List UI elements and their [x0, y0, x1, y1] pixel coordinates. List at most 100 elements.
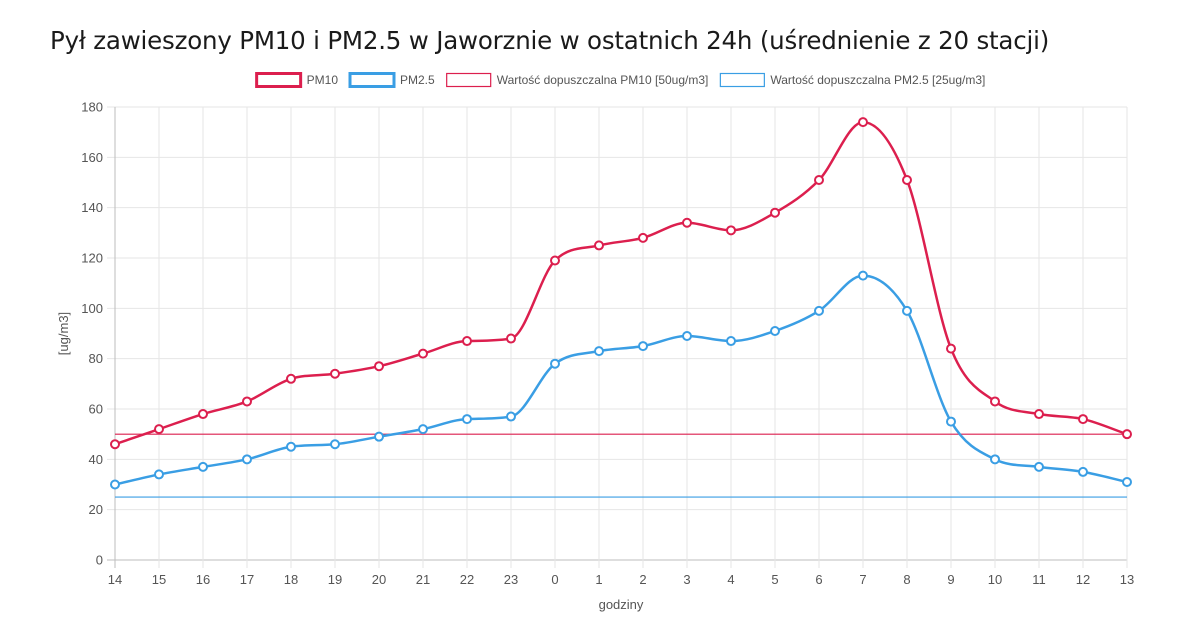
x-tick-label: 6 — [815, 572, 822, 587]
x-tick-label: 22 — [460, 572, 474, 587]
data-point-0 — [110, 439, 120, 450]
data-point-0 — [770, 207, 780, 218]
data-point-0 — [374, 361, 384, 372]
chart-series — [110, 117, 1132, 498]
data-point-0 — [594, 240, 604, 251]
data-point-0 — [242, 396, 252, 407]
data-point-1 — [990, 454, 1000, 465]
x-tick-label: 19 — [328, 572, 342, 587]
y-tick-label: 40 — [89, 452, 103, 467]
data-point-1 — [1122, 476, 1132, 487]
data-point-1 — [242, 454, 252, 465]
data-point-0 — [902, 174, 912, 185]
data-point-0 — [330, 368, 340, 379]
data-point-0 — [1122, 429, 1132, 440]
data-point-1 — [594, 346, 604, 357]
data-point-0 — [418, 348, 428, 359]
data-point-1 — [462, 414, 472, 425]
series-line-0 — [114, 120, 1128, 446]
x-tick-label: 17 — [240, 572, 254, 587]
x-tick-label: 23 — [504, 572, 518, 587]
legend-swatch-0 — [255, 72, 303, 88]
data-point-0 — [946, 343, 956, 354]
data-point-1 — [374, 431, 384, 442]
y-tick-label: 100 — [81, 301, 103, 316]
x-tick-label: 0 — [551, 572, 558, 587]
data-point-0 — [726, 225, 736, 236]
data-point-1 — [946, 416, 956, 427]
y-tick-label: 20 — [89, 502, 103, 517]
data-point-0 — [462, 336, 472, 347]
data-point-0 — [1034, 409, 1044, 420]
legend-label-3: Wartość dopuszczalna PM2.5 [25ug/m3] — [770, 73, 985, 87]
y-tick-label: 160 — [81, 150, 103, 165]
data-point-1 — [198, 461, 208, 472]
y-tick-label: 140 — [81, 200, 103, 215]
chart-grid — [107, 106, 1128, 568]
data-point-1 — [418, 424, 428, 435]
x-tick-label: 2 — [639, 572, 646, 587]
data-point-0 — [154, 424, 164, 435]
x-tick-label: 14 — [108, 572, 122, 587]
data-point-1 — [550, 358, 560, 369]
x-tick-label: 5 — [771, 572, 778, 587]
x-tick-label: 1 — [595, 572, 602, 587]
x-tick-label: 11 — [1032, 572, 1046, 587]
data-point-1 — [902, 305, 912, 316]
x-tick-label: 8 — [903, 572, 910, 587]
x-tick-label: 7 — [859, 572, 866, 587]
x-tick-label: 15 — [152, 572, 166, 587]
data-point-0 — [1078, 414, 1088, 425]
data-point-1 — [814, 305, 824, 316]
page-title: Pył zawieszony PM10 i PM2.5 w Jaworznie … — [50, 26, 1050, 55]
data-point-1 — [1034, 461, 1044, 472]
y-tick-label: 0 — [96, 553, 103, 568]
data-point-0 — [286, 373, 296, 384]
data-point-1 — [770, 325, 780, 336]
data-point-1 — [330, 439, 340, 450]
legend-swatch-2 — [446, 72, 492, 88]
data-point-1 — [726, 336, 736, 347]
series-line-1 — [114, 274, 1128, 486]
legend-label-0: PM10 — [307, 73, 339, 87]
x-tick-label: 18 — [284, 572, 298, 587]
x-tick-label: 10 — [988, 572, 1002, 587]
data-point-1 — [110, 479, 120, 490]
x-tick-label: 9 — [947, 572, 954, 587]
legend-swatch-3 — [719, 72, 765, 88]
data-point-1 — [638, 341, 648, 352]
data-point-0 — [858, 117, 868, 128]
data-point-1 — [506, 411, 516, 422]
legend-label-2: Wartość dopuszczalna PM10 [50ug/m3] — [497, 73, 709, 87]
data-point-0 — [506, 333, 516, 344]
data-point-1 — [154, 469, 164, 480]
data-point-1 — [682, 331, 692, 342]
x-tick-label: 16 — [196, 572, 210, 587]
data-point-0 — [638, 232, 648, 243]
x-tick-label: 3 — [683, 572, 690, 587]
legend-swatch-1 — [348, 72, 396, 88]
y-tick-label: 60 — [89, 402, 103, 417]
y-tick-label: 80 — [89, 351, 103, 366]
data-point-0 — [550, 255, 560, 266]
data-point-0 — [682, 217, 692, 228]
x-axis-title: godziny — [599, 597, 644, 612]
y-axis-title: [ug/m3] — [56, 312, 71, 355]
x-tick-label: 12 — [1076, 572, 1090, 587]
x-tick-label: 21 — [416, 572, 430, 587]
data-point-0 — [990, 396, 1000, 407]
data-point-1 — [858, 270, 868, 281]
y-tick-label: 120 — [81, 251, 103, 266]
x-tick-label: 20 — [372, 572, 386, 587]
data-point-0 — [814, 174, 824, 185]
legend-label-1: PM2.5 — [400, 73, 435, 87]
x-tick-label: 4 — [727, 572, 734, 587]
data-point-1 — [1078, 466, 1088, 477]
data-point-0 — [198, 409, 208, 420]
chart-legend: PM10 PM2.5 Wartość dopuszczalna PM10 [50ug… — [255, 72, 985, 88]
x-tick-label: 13 — [1120, 572, 1134, 587]
y-tick-label: 180 — [81, 100, 103, 115]
